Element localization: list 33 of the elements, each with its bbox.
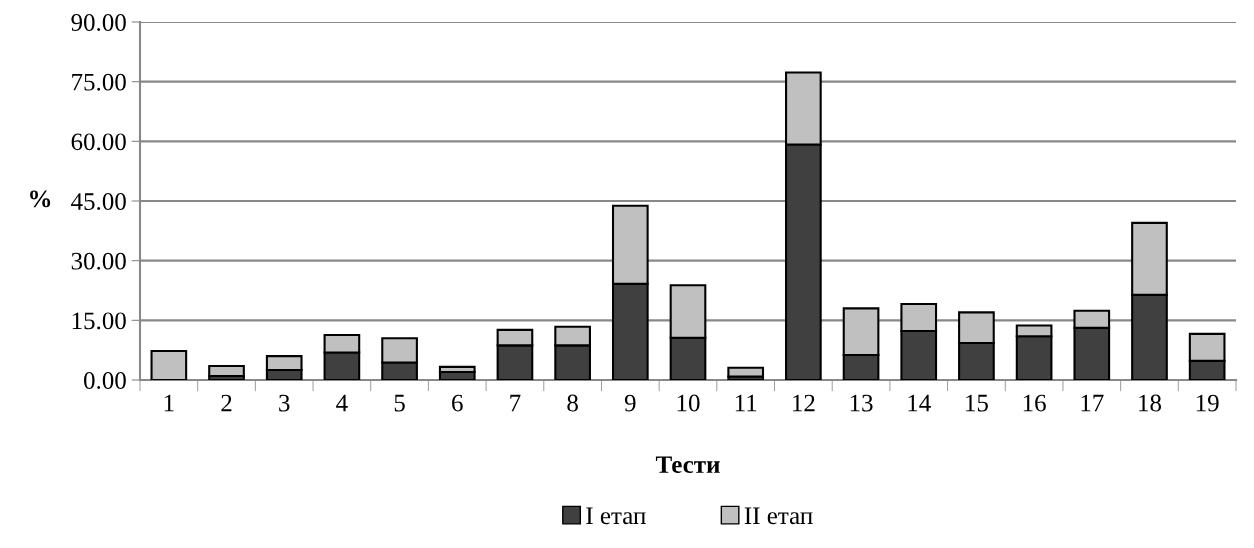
x-tick-label: 16 — [1023, 394, 1046, 412]
x-tick-label: 19 — [1196, 394, 1219, 412]
y-tick-label: 45.00 — [71, 193, 126, 211]
x-tick-label: 3 — [279, 394, 290, 412]
x-tick-label: 17 — [1081, 394, 1104, 412]
x-tick-label: 18 — [1139, 394, 1162, 412]
y-tick-label: 15.00 — [72, 312, 126, 330]
y-tick-label: 90.00 — [71, 14, 126, 32]
legend-label: I етап — [586, 507, 646, 525]
x-tick-label: 1 — [164, 394, 174, 412]
x-axis-title: Тести — [655, 456, 720, 474]
x-tick-label: 9 — [624, 394, 636, 412]
x-tick-label: 10 — [677, 394, 700, 412]
bar — [208, 365, 245, 378]
x-tick-label: 11 — [735, 394, 757, 412]
x-tick-label: 8 — [567, 394, 578, 412]
x-tick-label: 12 — [793, 394, 815, 412]
y-axis-title: % — [30, 190, 51, 208]
y-tick-label: 0.00 — [84, 372, 126, 390]
x-tick-label: 6 — [452, 394, 463, 412]
legend-label: II етап — [744, 507, 813, 525]
x-tick-label: 13 — [850, 394, 873, 412]
y-tick-label: 60.00 — [71, 133, 126, 151]
x-tick-label: 15 — [966, 394, 988, 412]
x-tick-label: 2 — [221, 394, 232, 412]
bar — [150, 349, 188, 380]
x-tick-label: 14 — [908, 394, 931, 412]
bar — [727, 366, 765, 378]
x-tick-label: 4 — [336, 394, 348, 412]
y-tick-label: 75.00 — [72, 73, 126, 91]
y-tick-label: 30.00 — [71, 252, 126, 270]
x-tick-label: 5 — [394, 394, 405, 412]
x-tick-label: 7 — [510, 394, 521, 412]
